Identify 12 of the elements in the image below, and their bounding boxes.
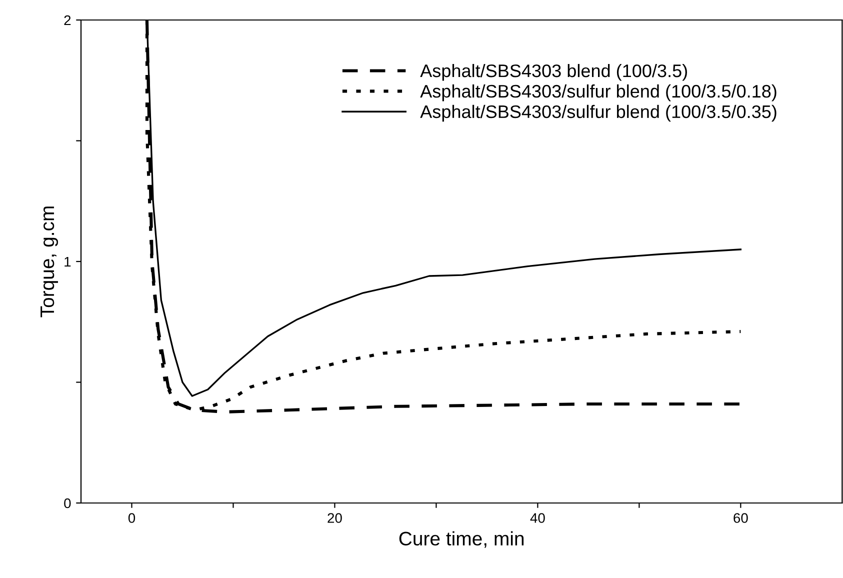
x-axis-title: Cure time, min — [399, 531, 524, 548]
y-tick-label: 1 — [64, 256, 71, 267]
y-tick-label: 0 — [64, 498, 71, 508]
y-tick-label: 2 — [64, 15, 71, 26]
x-tick-label: 40 — [530, 513, 545, 523]
legend-label: Asphalt/SBS4303/sulfur blend (100/3.5/0.35) — [420, 104, 776, 122]
x-tick-label: 20 — [328, 513, 342, 523]
y-axis-title: Torque, g.cm — [40, 206, 58, 318]
legend-label: Asphalt/SBS4303 blend (100/3.5) — [420, 64, 687, 81]
legend-label: Asphalt/SBS4303/sulfur blend (100/3.5/0.18) — [420, 84, 776, 102]
x-tick-label: 0 — [128, 513, 136, 523]
x-tick-label: 60 — [734, 513, 748, 523]
